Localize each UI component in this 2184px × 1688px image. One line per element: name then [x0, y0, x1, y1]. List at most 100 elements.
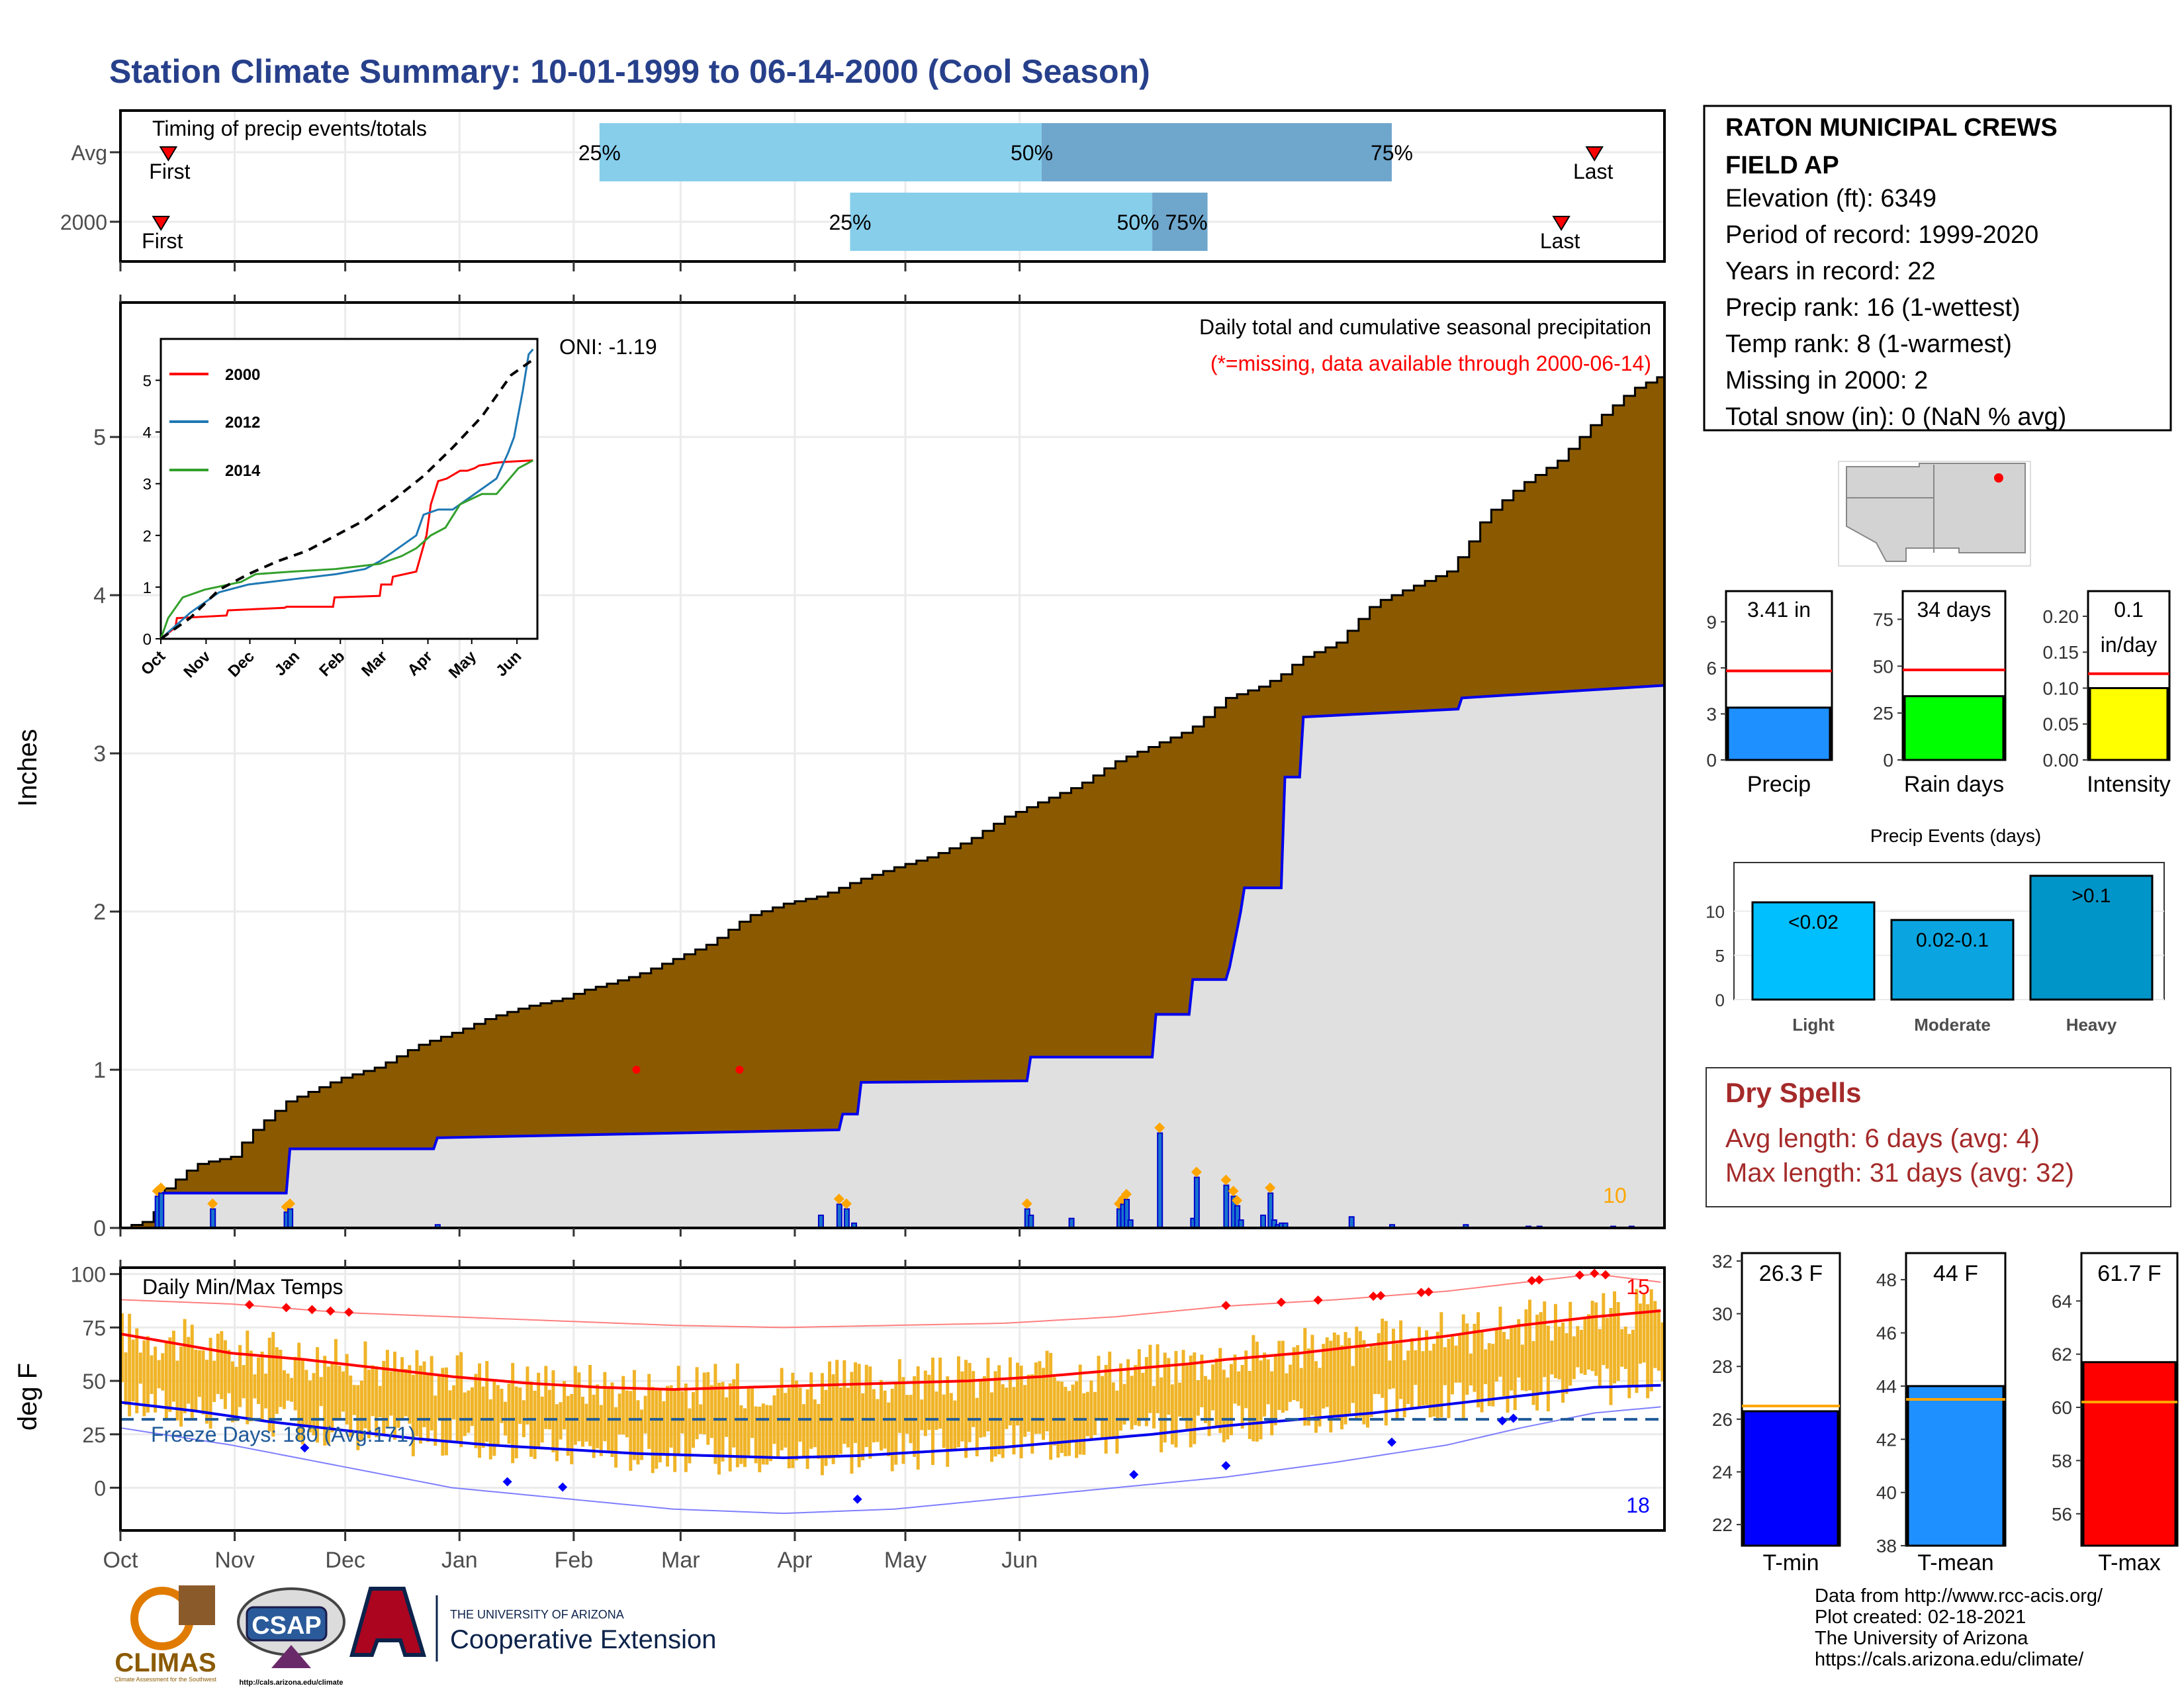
daily-temp-bar: [1152, 1385, 1156, 1429]
station-detail: Years in record: 22: [1725, 258, 1936, 285]
daily-temp-bar: [1052, 1377, 1056, 1446]
daily-temp-bar: [934, 1391, 938, 1430]
daily-temp-bar: [1299, 1368, 1303, 1409]
y-tick-label: 2: [93, 900, 106, 925]
daily-temp-bar: [1461, 1314, 1465, 1419]
daily-temp-bar: [481, 1386, 485, 1448]
daily-temp-bar: [1026, 1374, 1030, 1432]
record-low-marker: [1221, 1461, 1231, 1471]
tsummary-tick-label: 56: [2052, 1504, 2072, 1524]
daily-temp-bar: [636, 1400, 640, 1465]
summary-bar: [2089, 686, 2169, 761]
daily-temp-bar: [798, 1387, 802, 1442]
tsummary-category-label: T-max: [2098, 1550, 2160, 1575]
daily-temp-bar: [1038, 1361, 1042, 1434]
daily-temp-bar: [997, 1365, 1001, 1455]
daily-temp-bar: [584, 1403, 588, 1442]
daily-temp-bar: [993, 1371, 997, 1457]
events-tick-label: 10: [1706, 902, 1725, 921]
daily-temp-bar: [389, 1371, 393, 1416]
footer-line: https://cals.arizona.edu/climate/: [1815, 1649, 2084, 1670]
first-event-marker: [159, 146, 178, 162]
daily-temp-bar: [747, 1387, 751, 1456]
inset-series-line: [159, 459, 534, 639]
daily-temp-bar: [444, 1367, 448, 1456]
climas-logo-text: CLIMAS: [114, 1648, 216, 1677]
station-detail: Precip rank: 16 (1-wettest): [1725, 294, 2021, 322]
tsummary-tick-label: 26: [1712, 1409, 1733, 1430]
daily-temp-bar: [1557, 1327, 1561, 1380]
summary-value-label: 0.1: [2114, 598, 2143, 622]
daily-temp-bar: [643, 1395, 647, 1434]
ua-logo-letter: A: [387, 1630, 392, 1637]
daily-temp-bar: [485, 1360, 489, 1442]
tsummary-tick-label: 58: [2052, 1450, 2072, 1471]
tsummary-tick-label: 24: [1712, 1462, 1733, 1483]
daily-temp-bar: [290, 1378, 294, 1402]
daily-temp-bar: [588, 1364, 592, 1446]
daily-temp-bar: [1019, 1366, 1023, 1458]
daily-temp-bar: [1211, 1364, 1215, 1411]
ua-big-text: Cooperative Extension: [450, 1625, 716, 1654]
daily-temp-bar: [1049, 1352, 1053, 1460]
daily-temp-bar: [1303, 1328, 1307, 1426]
climas-logo-subtext: Climate Assessment for the Southwest: [114, 1676, 217, 1683]
month-label: Dec: [325, 1548, 365, 1573]
daily-temp-bar: [540, 1396, 544, 1443]
q25-label: 25%: [578, 141, 621, 165]
daily-temp-bar: [1639, 1303, 1642, 1364]
daily-temp-bar: [982, 1376, 986, 1437]
daily-temp-bar: [1167, 1358, 1171, 1415]
dry-avg-length: Avg length: 6 days (avg: 4): [1725, 1124, 2040, 1153]
daily-temp-bar: [1085, 1391, 1089, 1436]
record-low-marker: [558, 1482, 568, 1492]
daily-temp-bar: [1661, 1322, 1664, 1382]
month-label: Apr: [777, 1548, 812, 1573]
daily-temp-bar: [1248, 1370, 1251, 1439]
daily-temp-bar: [968, 1362, 972, 1442]
record-high-marker: [326, 1306, 336, 1316]
temp-y-tick-label: 0: [94, 1476, 106, 1500]
y-tick-label: 4: [93, 583, 106, 608]
daily-temp-bar: [441, 1368, 445, 1456]
daily-temp-bar: [809, 1372, 813, 1449]
daily-temp-bar: [164, 1342, 168, 1419]
daily-temp-bar: [271, 1332, 275, 1437]
daily-temp-bar: [393, 1351, 397, 1440]
daily-precip-bar: [1068, 1217, 1075, 1229]
daily-temp-bar: [323, 1356, 327, 1446]
daily-temp-bar: [1620, 1329, 1624, 1367]
daily-temp-bar: [953, 1400, 957, 1450]
daily-precip-bar: [210, 1208, 216, 1229]
daily-temp-bar: [1553, 1303, 1557, 1378]
summary-tick-label: 0.20: [2043, 606, 2079, 627]
summary-category-label: Intensity: [2087, 772, 2171, 797]
tsummary-tick-label: 28: [1712, 1356, 1733, 1377]
daily-temp-bar: [1289, 1364, 1293, 1402]
daily-temp-bar: [1325, 1337, 1329, 1407]
daily-temp-bar: [470, 1387, 474, 1427]
first-event-marker: [152, 216, 171, 231]
daily-temp-bar: [1569, 1301, 1572, 1386]
temp-summary-bars: 22 24 26 28 30 32 26.3 F T-min 38 40 42 44 46 48 44 F T…: [1712, 1251, 2179, 1575]
summary-tick-label: 3: [1706, 704, 1717, 724]
daily-temp-bar: [1605, 1317, 1609, 1369]
daily-temp-bar: [1078, 1364, 1082, 1455]
daily-temp-bar: [1270, 1371, 1274, 1436]
daily-temp-bar: [404, 1369, 408, 1417]
daily-temp-bar: [467, 1390, 471, 1433]
daily-temp-bar: [1388, 1360, 1392, 1389]
daily-temp-bar: [758, 1406, 762, 1473]
daily-temp-bar: [1480, 1330, 1484, 1413]
daily-temp-bar: [972, 1371, 976, 1427]
daily-precip-bar: [836, 1203, 842, 1229]
temp-y-tick-label: 75: [82, 1316, 106, 1340]
daily-temp-bar: [706, 1372, 710, 1445]
summary-tick-label: 50: [1873, 656, 1893, 677]
daily-temp-bar: [1178, 1382, 1181, 1417]
daily-temp-bar: [913, 1376, 917, 1457]
record-high-marker: [1574, 1270, 1584, 1280]
daily-temp-bar: [717, 1382, 721, 1475]
missing-marker: [632, 1066, 641, 1074]
daily-precip-bar: [158, 1192, 165, 1229]
